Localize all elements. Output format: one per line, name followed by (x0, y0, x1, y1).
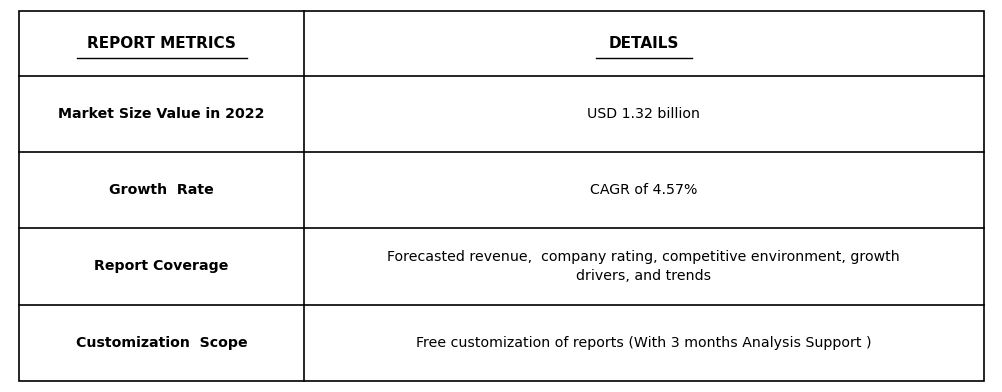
Text: USD 1.32 billion: USD 1.32 billion (586, 107, 699, 121)
Text: CAGR of 4.57%: CAGR of 4.57% (589, 183, 696, 197)
Text: Market Size Value in 2022: Market Size Value in 2022 (58, 107, 265, 121)
Text: DETAILS: DETAILS (608, 36, 678, 51)
Text: Customization  Scope: Customization Scope (76, 336, 247, 350)
Text: Report Coverage: Report Coverage (94, 260, 228, 274)
Text: Growth  Rate: Growth Rate (109, 183, 213, 197)
Text: REPORT METRICS: REPORT METRICS (87, 36, 235, 51)
Text: Forecasted revenue,  company rating, competitive environment, growth
drivers, an: Forecasted revenue, company rating, comp… (387, 250, 899, 283)
Text: Free customization of reports (With 3 months Analysis Support ): Free customization of reports (With 3 mo… (416, 336, 871, 350)
